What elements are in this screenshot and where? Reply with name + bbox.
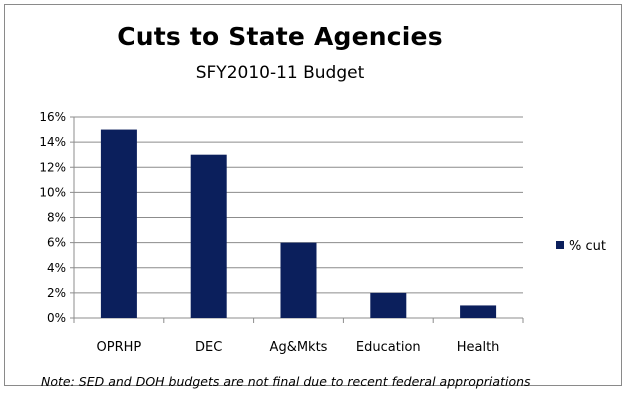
bar-2 xyxy=(280,242,317,318)
bar-4 xyxy=(460,305,497,318)
x-tick-label: Health xyxy=(457,340,500,355)
x-tick-label: Education xyxy=(356,340,421,355)
x-tick-label: Ag&Mkts xyxy=(270,340,328,355)
y-tick-label: 0% xyxy=(47,311,66,325)
bars xyxy=(100,129,497,318)
legend-label: % cut xyxy=(569,239,606,254)
bar-0 xyxy=(100,129,137,318)
y-tick-label: 8% xyxy=(47,211,66,225)
footnote: Note: SED and DOH budgets are not final … xyxy=(41,374,531,389)
y-tick-label: 4% xyxy=(47,261,66,275)
bar-1 xyxy=(190,154,227,318)
bar-3 xyxy=(370,292,407,318)
y-tick-label: 12% xyxy=(39,160,66,174)
y-tick-label: 14% xyxy=(39,135,66,149)
y-tick-label: 10% xyxy=(39,185,66,199)
chart-title: Cuts to State Agencies xyxy=(117,22,443,51)
y-axis-ticks: 0% 2% 4% 6% 8% 10% 12% 14% 16% xyxy=(39,110,66,325)
x-tick-label: DEC xyxy=(195,340,222,355)
x-axis-ticks: OPRHP DEC Ag&Mkts Education Health xyxy=(97,340,500,355)
y-tick-label: 16% xyxy=(39,110,66,124)
y-tick-label: 6% xyxy=(47,236,66,250)
x-tick-label: OPRHP xyxy=(97,340,142,355)
legend: % cut xyxy=(556,239,606,254)
legend-swatch xyxy=(556,241,564,249)
chart-subtitle: SFY2010-11 Budget xyxy=(195,63,365,83)
y-tick-label: 2% xyxy=(47,286,66,300)
